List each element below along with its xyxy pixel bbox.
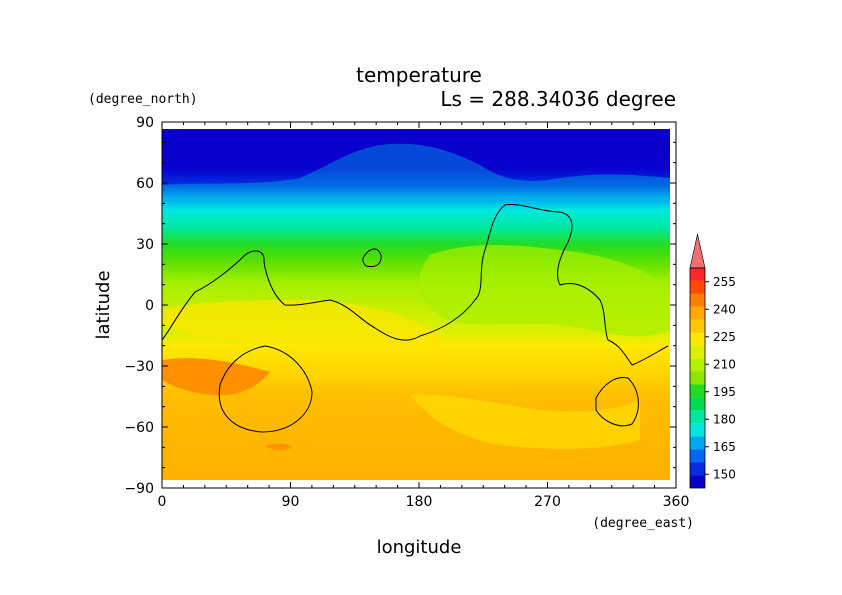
colorbar-swatch <box>690 371 705 385</box>
y-tick-label: 30 <box>136 237 154 253</box>
colorbar-label: 210 <box>713 357 736 371</box>
colorbar-label: 255 <box>713 275 736 289</box>
colorbar-swatch <box>690 449 705 463</box>
colorbar-swatch <box>690 384 705 398</box>
temperature-field <box>162 129 670 480</box>
colorbar-swatch <box>690 306 705 320</box>
colorbar-swatch <box>690 280 705 294</box>
colorbar-swatch <box>690 268 705 281</box>
colorbar-swatch <box>690 462 705 476</box>
colorbar-swatch <box>690 410 705 424</box>
colorbar-label: 165 <box>713 440 736 454</box>
x-tick-label: 90 <box>282 494 300 510</box>
chart-subtitle: Ls = 288.34036 degree <box>440 87 676 111</box>
y-axis: 90 60 30 0 −30 −60 −90 <box>124 115 676 497</box>
colorbar-swatch <box>690 475 705 488</box>
y-tick-label: −30 <box>124 359 154 375</box>
x-tick-label: 0 <box>158 494 167 510</box>
colorbar-frame <box>689 267 706 489</box>
colorbar-swatch <box>690 345 705 359</box>
colorbar: 150 165 180 195 210 225 240 255 <box>689 233 736 489</box>
colorbar-swatch <box>690 293 705 307</box>
y-tick-label: −60 <box>124 420 154 436</box>
colorbar-swatch <box>690 332 705 346</box>
colorbar-arrow <box>689 233 706 269</box>
colorbar-swatch <box>690 423 705 437</box>
colorbar-label: 225 <box>713 330 736 344</box>
chart-title: temperature <box>356 63 482 87</box>
colorbar-label: 240 <box>713 302 736 316</box>
colorbar-label: 195 <box>713 385 736 399</box>
x-unit-label: (degree_east) <box>592 516 694 531</box>
colorbar-swatch <box>690 436 705 450</box>
x-axis: 0 90 180 270 360 <box>158 122 690 510</box>
colorbar-label: 150 <box>713 467 736 481</box>
colorbar-swatch <box>690 358 705 372</box>
x-tick-label: 180 <box>406 494 433 510</box>
y-tick-label: 60 <box>136 176 154 192</box>
colorbar-label: 180 <box>713 412 736 426</box>
colorbar-swatch <box>690 319 705 333</box>
colorbar-swatch <box>690 397 705 411</box>
y-unit-label: (degree_north) <box>88 92 198 107</box>
x-axis-label: longitude <box>377 537 462 558</box>
y-tick-label: 90 <box>136 115 154 131</box>
x-tick-label: 360 <box>663 494 690 510</box>
y-tick-label: 0 <box>145 298 154 314</box>
y-tick-label: −90 <box>124 481 154 497</box>
y-axis-label: latitude <box>93 270 114 339</box>
x-tick-label: 270 <box>534 494 561 510</box>
